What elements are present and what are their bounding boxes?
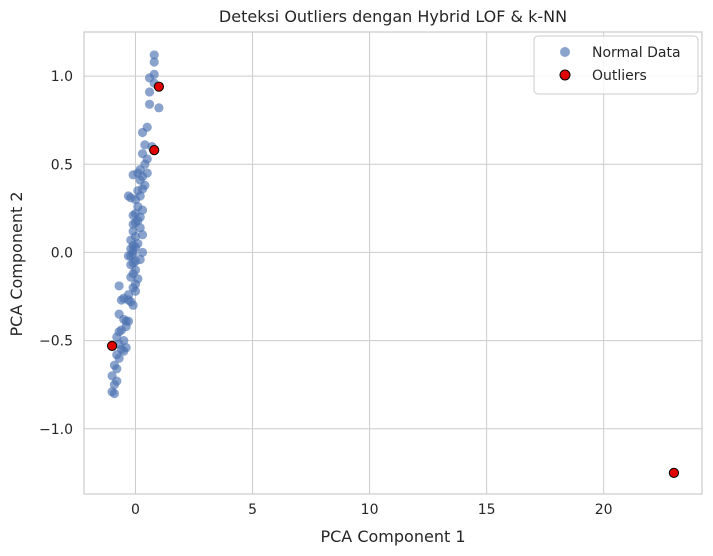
normal-data-point	[119, 293, 129, 303]
x-tick-labels: 0 5 10 15 20	[131, 502, 613, 518]
outlier-point	[153, 81, 165, 92]
normal-data-point	[130, 286, 141, 296]
normal-data-point	[114, 281, 124, 291]
normal-data-point	[135, 223, 145, 233]
legend-marker-outliers	[559, 69, 571, 81]
legend-marker-normal	[560, 47, 570, 57]
legend-box	[533, 35, 699, 95]
x-tick-label: 20	[595, 502, 613, 518]
normal-data-point	[128, 219, 138, 229]
normal-data-point	[137, 247, 148, 258]
y-tick-label: 0.0	[51, 245, 73, 261]
outlier-point	[106, 340, 118, 351]
normal-data-point	[144, 99, 155, 109]
outlier-point	[149, 145, 160, 156]
normal-data-point	[137, 205, 148, 215]
normal-data-point	[112, 332, 122, 342]
x-tick-label: 15	[478, 502, 496, 518]
normal-data-point	[137, 127, 148, 138]
normal-data-point	[119, 346, 129, 356]
normal-data-point	[126, 272, 136, 282]
normal-data-point	[109, 388, 120, 399]
normal-data-point	[149, 50, 159, 60]
normal-data-point	[144, 87, 155, 97]
y-tick-label: −1.0	[39, 422, 73, 438]
x-axis-label: PCA Component 1	[320, 527, 465, 546]
x-tick-label: 10	[361, 502, 379, 518]
x-tick-label: 0	[131, 502, 140, 518]
outlier-point	[668, 467, 680, 478]
plot-frame	[83, 31, 703, 495]
y-tick-label: 1.0	[51, 69, 73, 85]
y-tick-label: 0.5	[51, 157, 73, 173]
y-tick-labels: −1.0 −0.5 0.0 0.5 1.0	[39, 69, 73, 438]
chart-title: Deteksi Outliers dengan Hybrid LOF & k-N…	[219, 7, 567, 26]
normal-data-point	[128, 300, 138, 310]
axes-frame	[83, 31, 703, 495]
normal-data-point	[112, 364, 122, 374]
normal-data-point	[137, 230, 148, 240]
gridlines	[84, 32, 702, 494]
data-points	[106, 50, 680, 478]
normal-data-point	[123, 191, 134, 201]
legend: Normal Data Outliers	[533, 35, 699, 95]
normal-data-point	[137, 149, 148, 159]
y-axis-label: PCA Component 2	[7, 191, 26, 336]
normal-data-point	[114, 353, 124, 363]
x-tick-label: 5	[248, 502, 257, 518]
normal-data-point	[154, 103, 164, 113]
normal-data-point	[128, 170, 138, 180]
normal-data-point	[123, 251, 134, 261]
y-tick-label: −0.5	[39, 334, 73, 350]
normal-data-point	[140, 140, 150, 150]
legend-label-normal: Normal Data	[592, 45, 681, 61]
legend-label-outliers: Outliers	[592, 68, 647, 84]
normal-data-point	[109, 380, 120, 390]
normal-data-point	[149, 57, 159, 67]
